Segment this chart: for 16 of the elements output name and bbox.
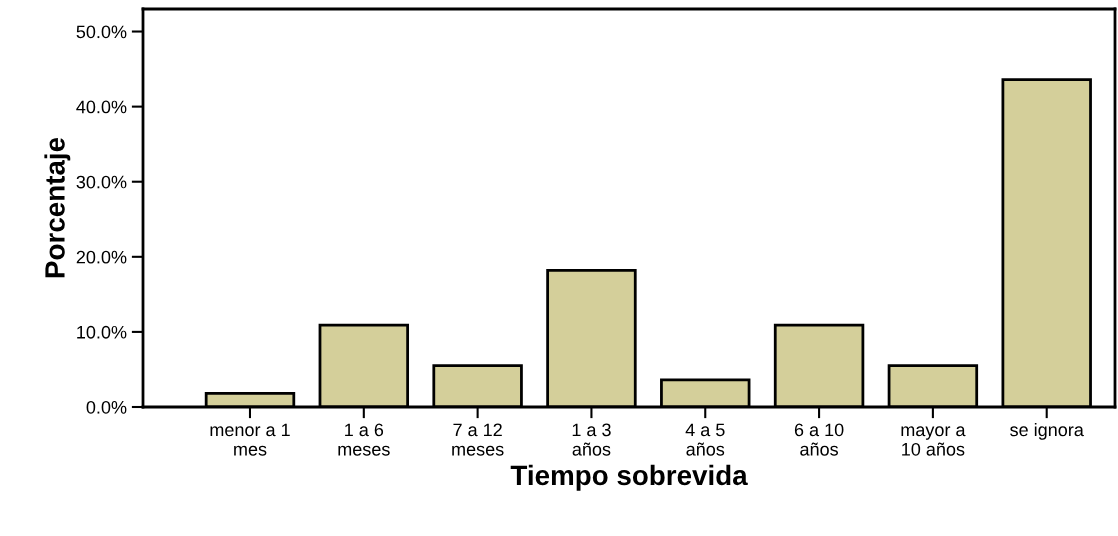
x-tick-label: 4 a 5 años <box>685 423 725 456</box>
x-tick-label: 1 a 3 años <box>572 423 611 456</box>
y-axis-title: Porcentaje <box>44 137 71 278</box>
y-tick-label: 50.0% <box>76 25 127 39</box>
y-tick-label: 10.0% <box>77 325 127 339</box>
x-tick-label: se ignora <box>1010 422 1084 440</box>
y-tick-label: 0.0% <box>86 400 127 414</box>
x-tick-label: 7 a 12 meses <box>452 423 504 456</box>
x-axis-title: Tiempo sobrevida <box>510 464 748 491</box>
y-tick-label: 20.0% <box>76 250 127 264</box>
y-tick-label: 40.0% <box>76 100 127 114</box>
x-tick-label: menor a 1 mes <box>210 423 290 456</box>
y-tick-label: 30.0% <box>76 175 127 189</box>
x-tick-label: 6 a 10 años <box>794 423 844 456</box>
x-tick-label: mayor a 10 años <box>901 426 966 456</box>
x-tick-label: 1 a 6 meses <box>338 423 390 456</box>
